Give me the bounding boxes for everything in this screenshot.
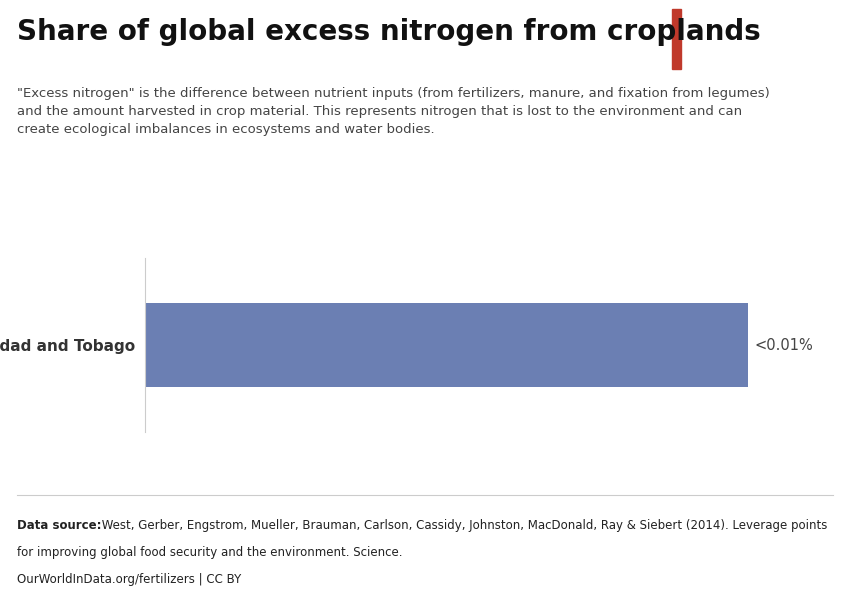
Text: West, Gerber, Engstrom, Mueller, Brauman, Carlson, Cassidy, Johnston, MacDonald,: West, Gerber, Engstrom, Mueller, Brauman… — [98, 519, 827, 532]
Text: OurWorldInData.org/fertilizers | CC BY: OurWorldInData.org/fertilizers | CC BY — [17, 573, 241, 586]
Text: Share of global excess nitrogen from croplands: Share of global excess nitrogen from cro… — [17, 18, 761, 46]
Text: <0.01%: <0.01% — [754, 337, 813, 352]
Text: Data source:: Data source: — [17, 519, 101, 532]
Bar — [672, 9, 681, 69]
Bar — [144, 303, 748, 387]
Text: for improving global food security and the environment. Science.: for improving global food security and t… — [17, 546, 403, 559]
Text: "Excess nitrogen" is the difference between nutrient inputs (from fertilizers, m: "Excess nitrogen" is the difference betw… — [17, 87, 770, 136]
Text: Our World
in Data: Our World in Data — [722, 21, 789, 51]
